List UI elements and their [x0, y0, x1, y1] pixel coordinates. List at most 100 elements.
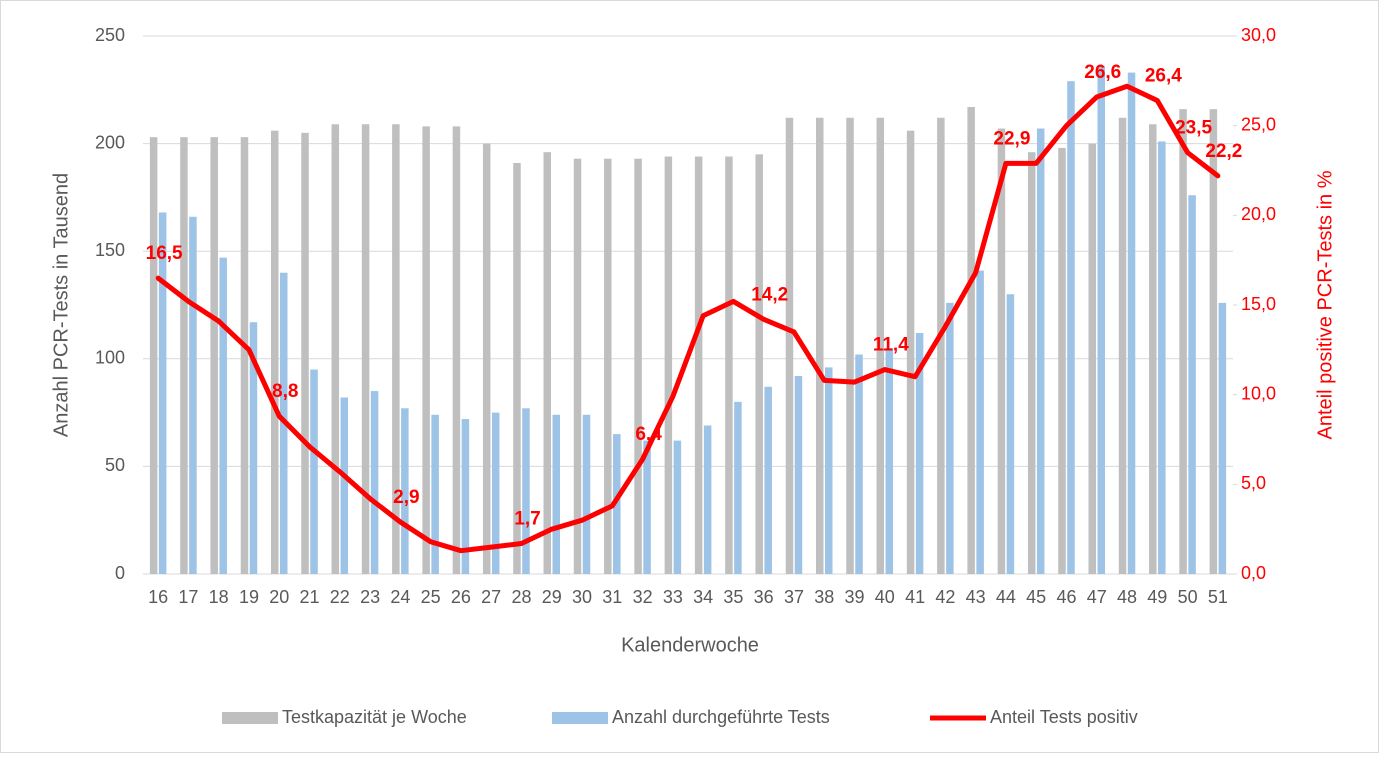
bar	[431, 414, 439, 574]
bar	[1006, 294, 1015, 574]
y2-tick-label: 0,0	[1241, 563, 1266, 583]
bar	[846, 117, 854, 574]
bar	[906, 130, 915, 575]
data-label: 26,6	[1084, 62, 1121, 83]
x-tick-label: 35	[723, 587, 743, 607]
legend-swatch	[552, 712, 608, 724]
bar	[1209, 109, 1218, 574]
x-tick-label: 37	[784, 587, 804, 607]
bar	[370, 391, 379, 574]
y2-tick-label: 20,0	[1241, 204, 1276, 224]
bar	[210, 137, 218, 575]
bar	[915, 332, 924, 574]
x-tick-label: 42	[935, 587, 955, 607]
bar	[1027, 152, 1036, 574]
x-tick-label: 51	[1208, 587, 1228, 607]
bar	[694, 156, 703, 574]
bar	[764, 386, 772, 574]
bar	[997, 128, 1006, 574]
x-tick-label: 21	[300, 587, 320, 607]
bar	[613, 434, 621, 574]
bar	[1058, 147, 1066, 575]
bar	[937, 117, 945, 574]
bar	[513, 162, 521, 574]
bar	[491, 412, 500, 574]
x-tick-label: 39	[845, 587, 865, 607]
bar	[1067, 81, 1075, 574]
x-tick-label: 20	[269, 587, 289, 607]
y-tick-label: 100	[95, 348, 125, 368]
bar	[301, 132, 309, 574]
x-tick-label: 22	[330, 587, 350, 607]
bar	[785, 117, 794, 574]
x-tick-label: 23	[360, 587, 380, 607]
bar	[189, 216, 197, 574]
bar	[794, 376, 803, 574]
y-axis-title: Anzahl PCR-Tests in Tausend	[50, 173, 72, 437]
bar	[664, 156, 673, 574]
data-label: 1,7	[514, 509, 540, 530]
bar	[1036, 128, 1045, 574]
data-label: 14,2	[751, 284, 788, 305]
x-tick-label: 18	[209, 587, 229, 607]
x-tick-label: 17	[178, 587, 198, 607]
y2-tick-label: 10,0	[1241, 383, 1276, 403]
bar	[461, 419, 470, 574]
bar	[240, 137, 249, 575]
bar	[1188, 195, 1196, 575]
bar	[734, 401, 742, 574]
bar	[310, 369, 318, 574]
x-tick-label: 26	[451, 587, 471, 607]
x-tick-label: 36	[754, 587, 774, 607]
data-label: 23,5	[1175, 118, 1212, 139]
y-tick-label: 0	[115, 563, 125, 583]
bar	[180, 137, 188, 575]
x-tick-label: 50	[1178, 587, 1198, 607]
y-tick-label: 200	[95, 132, 125, 152]
data-label: 22,9	[993, 128, 1030, 149]
x-tick-label: 44	[996, 587, 1016, 607]
x-tick-label: 31	[602, 587, 622, 607]
bar	[703, 425, 712, 574]
bar	[552, 414, 560, 574]
x-tick-label: 40	[875, 587, 895, 607]
y2-tick-label: 15,0	[1241, 294, 1276, 314]
y2-tick-label: 30,0	[1241, 25, 1276, 45]
x-tick-label: 48	[1117, 587, 1137, 607]
legend-label: Anteil Tests positiv	[990, 707, 1138, 727]
bar	[976, 270, 984, 574]
bar	[725, 156, 733, 574]
bar	[643, 440, 651, 574]
y-tick-label: 250	[95, 25, 125, 45]
bar	[885, 348, 894, 574]
bar	[1097, 66, 1105, 575]
x-tick-label: 34	[693, 587, 713, 607]
x-tick-label: 47	[1087, 587, 1107, 607]
bar	[361, 124, 370, 575]
x-tick-label: 33	[663, 587, 683, 607]
bar	[401, 408, 409, 574]
bar	[522, 408, 530, 574]
bar	[158, 212, 167, 575]
bar	[946, 302, 954, 574]
x-tick-label: 19	[239, 587, 259, 607]
bar	[634, 158, 642, 574]
x-tick-label: 38	[814, 587, 834, 607]
data-label: 6,4	[635, 424, 662, 445]
bar	[149, 137, 158, 575]
y2-tick-label: 25,0	[1241, 114, 1276, 134]
x-tick-label: 16	[148, 587, 168, 607]
x-axis-title: Kalenderwoche	[621, 634, 759, 656]
bar	[482, 143, 491, 574]
bar	[452, 126, 461, 574]
bar	[604, 158, 612, 574]
bar	[1158, 141, 1166, 574]
data-label: 8,8	[272, 381, 298, 402]
bar	[876, 117, 885, 574]
bar	[271, 130, 279, 575]
bar	[816, 117, 824, 574]
legend-label: Anzahl durchgeführte Tests	[612, 707, 830, 727]
x-tick-label: 45	[1026, 587, 1046, 607]
